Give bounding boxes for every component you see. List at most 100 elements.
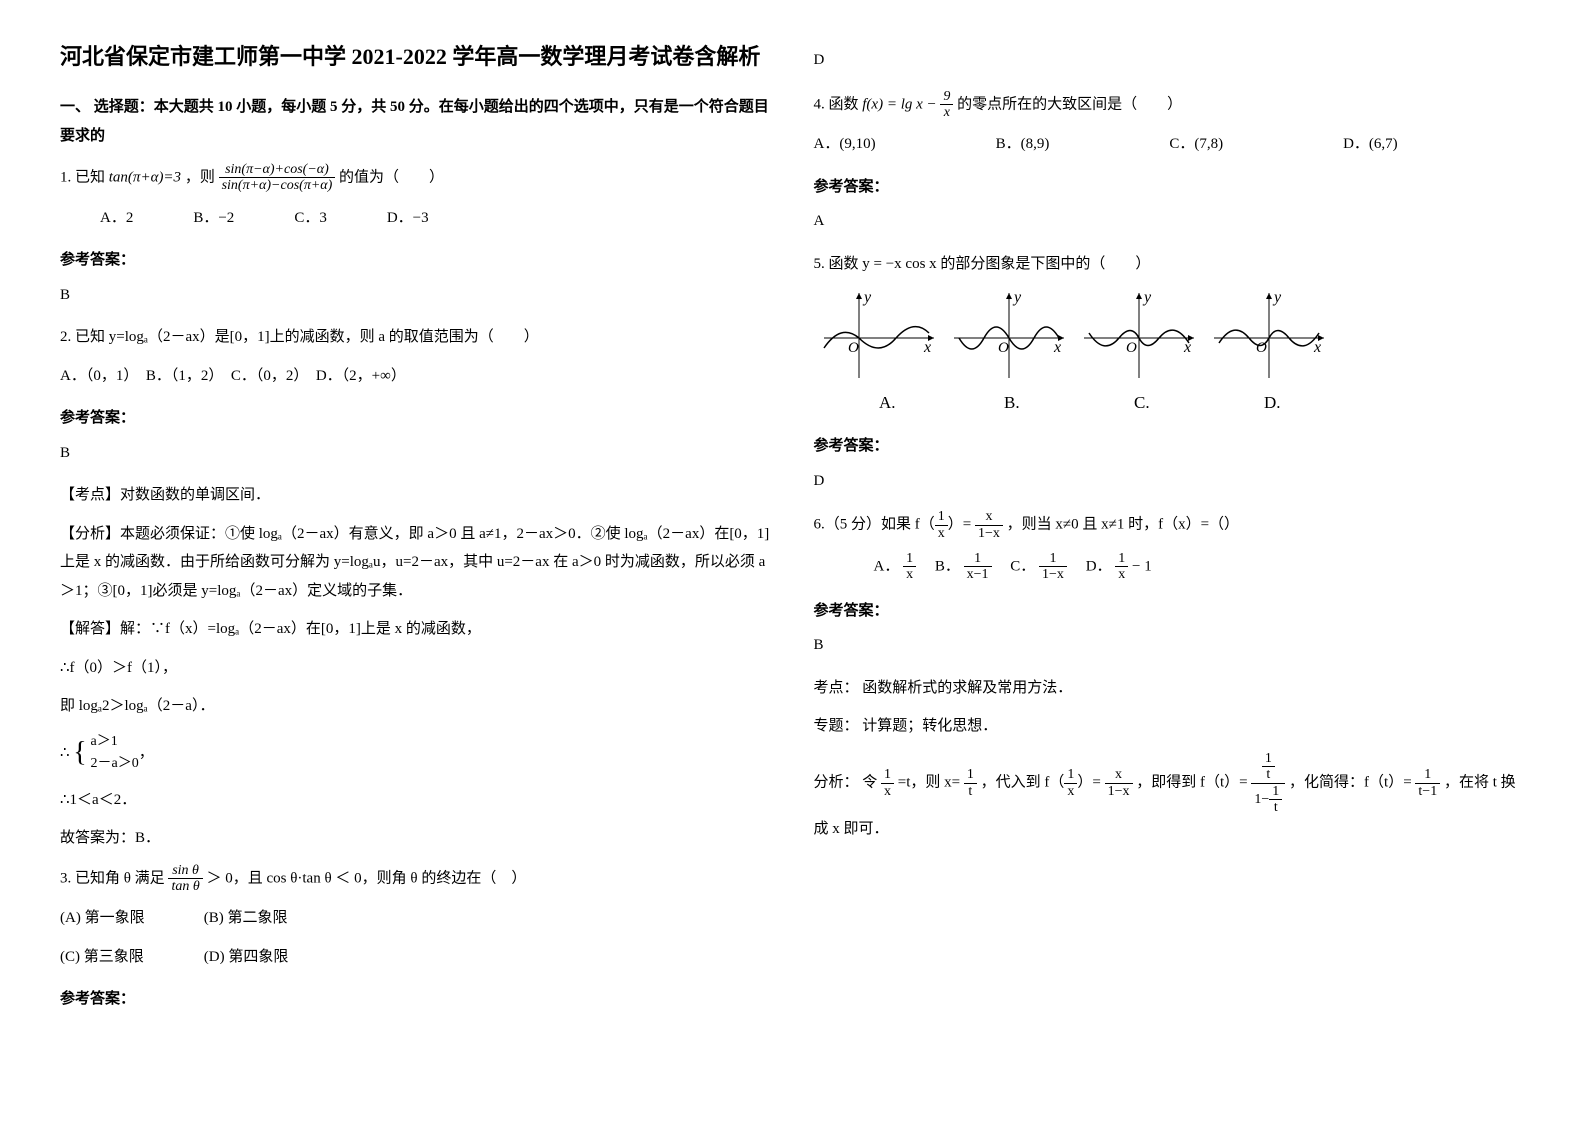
q1-options: A．2 B．−2 C．3 D．−3	[100, 204, 774, 233]
q4-answer: A	[814, 207, 1528, 236]
brace-icon: {	[73, 739, 86, 767]
q6-exp-frac-2: 1t	[964, 767, 977, 799]
question-5: 5. 函数 y = −x cos x 的部分图象是下图中的（ ）	[814, 250, 1528, 279]
q3-mid: ＞ 0，且 cos θ·tan θ ＜ 0，则角 θ 的终边在（ ）	[206, 870, 526, 886]
q5-answer: D	[814, 467, 1528, 496]
q1-opt-b: B．−2	[193, 204, 234, 233]
q6-exp-3-m1: =t，则 x=	[898, 775, 960, 791]
q3-options-row1: (A) 第一象限 (B) 第二象限	[60, 904, 774, 933]
q3-opt-a: (A) 第一象限	[60, 904, 200, 933]
q4-opt-c: C．(7,8)	[1169, 130, 1223, 159]
q6-opt-c: C．	[1010, 558, 1035, 574]
q4-options: A．(9,10) B．(8,9) C．(7,8) D．(6,7)	[814, 130, 1528, 159]
q6-opt-d: D．	[1086, 558, 1112, 574]
question-3: 3. 已知角 θ 满足 sin θ tan θ ＞ 0，且 cos θ·tan …	[60, 863, 774, 895]
graph-c-label: C.	[1134, 393, 1150, 412]
q6-exp-frac-6: 1t−1	[1415, 767, 1440, 799]
q1-frac-num: sin(π−α)+cos(−α)	[219, 162, 336, 178]
q2-options: A．（0，1） B．（1，2） C．（0，2） D．（2，+∞）	[60, 362, 774, 391]
q6-exp-3-m4: ，化简得：f（t）=	[1289, 775, 1415, 791]
q6-exp-3-pre: 分析： 令	[814, 775, 882, 791]
q6-answer: B	[814, 631, 1528, 660]
q6-options: A． 1x B． 1x−1 C． 11−x D． 1x − 1	[874, 551, 1528, 583]
q4-frac-den: x	[940, 105, 953, 120]
page-title: 河北省保定市建工师第一中学 2021-2022 学年高一数学理月考试卷含解析	[60, 40, 774, 73]
graph-c: y x O C.	[1084, 289, 1194, 412]
q6-opt-a: A．	[874, 558, 900, 574]
svg-text:y: y	[862, 289, 872, 306]
svg-text:y: y	[1272, 289, 1282, 306]
q1-mid: ，则	[185, 169, 219, 185]
q1-opt-a: A．2	[100, 204, 133, 233]
q2-exp-5: 即 logₐ2＞logₐ（2－a）．	[60, 692, 774, 721]
q3-frac-den: tan θ	[168, 879, 202, 894]
q6-exp-frac-5: 1t 1−1t	[1251, 751, 1285, 816]
q2-exp-7: ∴1＜a＜2．	[60, 786, 774, 815]
svg-text:x: x	[1313, 339, 1321, 356]
graph-d: y x O D.	[1214, 289, 1324, 412]
q3-pre: 3. 已知角 θ 满足	[60, 870, 168, 886]
q6-frac-2: x1−x	[975, 509, 1003, 541]
q6-opt-d-frac: 1x	[1115, 551, 1128, 583]
question-6: 6.（5 分）如果 f（1x）= x1−x ，则当 x≠0 且 x≠1 时，f（…	[814, 509, 1528, 541]
question-2: 2. 已知 y=logₐ（2－ax）是[0，1]上的减函数，则 a 的取值范围为…	[60, 323, 774, 352]
q6-exp-2: 专题： 计算题；转化思想．	[814, 712, 1528, 741]
q6-opt-b: B．	[935, 558, 960, 574]
section-1-title: 一、 选择题：本大题共 10 小题，每小题 5 分，共 50 分。在每小题给出的…	[60, 93, 774, 150]
q2-exp-3: 【解答】解：∵f（x）=logₐ（2－ax）在[0，1]上是 x 的减函数，	[60, 615, 774, 644]
q2-exp-8: 故答案为：B．	[60, 824, 774, 853]
q6-exp-frac-4: x1−x	[1105, 767, 1133, 799]
svg-text:x: x	[1053, 339, 1061, 356]
q3-answer: D	[814, 46, 1528, 75]
q1-pre: 1. 已知	[60, 169, 109, 185]
q2-brace-content: a＞1 2－a＞0	[91, 731, 139, 776]
graph-d-label: D.	[1264, 393, 1281, 412]
q4-pre: 4. 函数	[814, 96, 863, 112]
q6-opt-c-frac: 11−x	[1039, 551, 1067, 583]
q1-answer-label: 参考答案：	[60, 246, 774, 275]
q1-eq: tan(π+α)=3	[109, 169, 181, 185]
question-1: 1. 已知 tan(π+α)=3 ，则 sin(π−α)+cos(−α) sin…	[60, 162, 774, 194]
q3-opt-c: (C) 第三象限	[60, 943, 200, 972]
graph-a: y x O A.	[824, 289, 934, 412]
q2-answer-label: 参考答案：	[60, 404, 774, 433]
q2-exp-2: 【分析】本题必须保证：①使 logₐ（2－ax）有意义，即 a＞0 且 a≠1，…	[60, 520, 774, 606]
q2-cond-b: 2－a＞0	[91, 756, 139, 771]
q6-exp-frac-1: 1x	[881, 767, 894, 799]
q6-exp-1: 考点： 函数解析式的求解及常用方法．	[814, 674, 1528, 703]
q1-opt-d: D．−3	[387, 204, 429, 233]
graph-b: y x O B.	[954, 289, 1064, 412]
q1-fraction: sin(π−α)+cos(−α) sin(π+α)−cos(π+α)	[219, 162, 336, 194]
q6-frac-1: 1x	[935, 509, 948, 541]
svg-text:y: y	[1142, 289, 1152, 306]
q6-exp-3: 分析： 令 1x =t，则 x= 1t ，代入到 f（1x）= x1−x ，即得…	[814, 751, 1528, 844]
svg-text:O: O	[1126, 340, 1137, 356]
svg-text:O: O	[848, 340, 859, 356]
svg-text:y: y	[1012, 289, 1022, 306]
q3-opt-b: (B) 第二象限	[204, 910, 288, 926]
q3-fraction: sin θ tan θ	[168, 863, 202, 895]
question-4: 4. 函数 f(x) = lg x − 9 x 的零点所在的大致区间是（ ）	[814, 89, 1528, 121]
q1-tail: 的值为（ ）	[339, 169, 444, 185]
q4-answer-label: 参考答案：	[814, 173, 1528, 202]
graph-a-label: A.	[879, 393, 896, 412]
q1-answer: B	[60, 281, 774, 310]
q3-options-row2: (C) 第三象限 (D) 第四象限	[60, 943, 774, 972]
q3-answer-label: 参考答案：	[60, 985, 774, 1014]
q4-opt-b: B．(8,9)	[996, 130, 1050, 159]
left-column: 河北省保定市建工师第一中学 2021-2022 学年高一数学理月考试卷含解析 一…	[60, 40, 774, 1020]
svg-text:x: x	[923, 339, 931, 356]
q2-exp-6: ∴ { a＞1 2－a＞0 ，	[60, 731, 774, 776]
q5-graphs: y x O A. y x O B. y x O C. y x O D.	[814, 288, 1334, 418]
q2-exp-4: ∴f（0）＞f（1），	[60, 654, 774, 683]
q6-exp-frac-3: 1x	[1064, 767, 1077, 799]
q6-opt-a-frac: 1x	[903, 551, 916, 583]
q1-opt-c: C．3	[294, 204, 327, 233]
q4-opt-a: A．(9,10)	[814, 130, 876, 159]
q5-answer-label: 参考答案：	[814, 432, 1528, 461]
q3-frac-num: sin θ	[168, 863, 202, 879]
q2-answer: B	[60, 439, 774, 468]
q2-cond-a: a＞1	[91, 734, 118, 749]
graph-b-label: B.	[1004, 393, 1020, 412]
q1-frac-den: sin(π+α)−cos(π+α)	[219, 178, 336, 193]
